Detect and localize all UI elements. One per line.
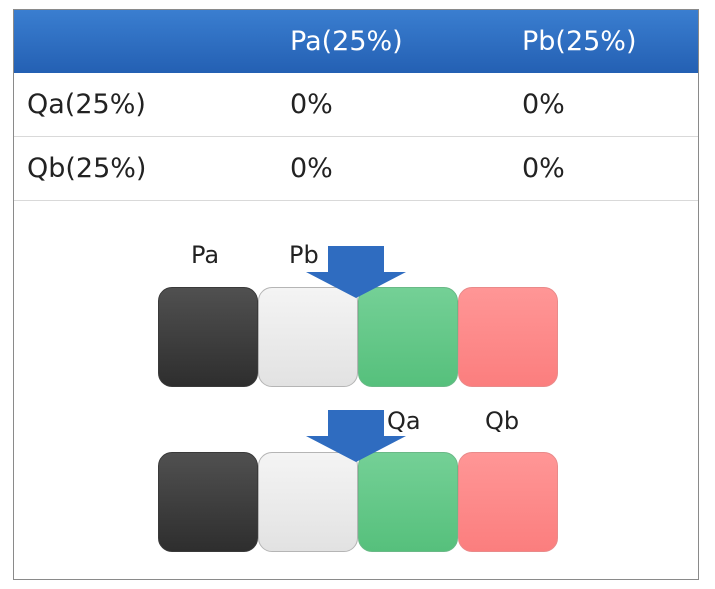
- label-qa: Qa: [387, 407, 421, 435]
- down-arrow-icon-top: [306, 246, 406, 298]
- cell-qb-pa: 0%: [290, 153, 333, 184]
- tile-red-bottom: [458, 452, 558, 552]
- tile-dark-top: [158, 287, 258, 387]
- label-pb: Pb: [289, 241, 319, 269]
- label-pa: Pa: [191, 241, 220, 269]
- tile-red-top: [458, 287, 558, 387]
- cell-qa-pa: 0%: [290, 89, 333, 120]
- cell-qa-pb: 0%: [522, 89, 565, 120]
- tile-dark-bottom: [158, 452, 258, 552]
- label-qb: Qb: [485, 407, 520, 435]
- tile-light-top: [258, 287, 358, 387]
- frame: Pa(25%) Pb(25%) Qa(25%) 0% 0% Qb(25%) 0%…: [13, 9, 699, 580]
- row-label-qa: Qa(25%): [27, 89, 146, 120]
- tile-light-bottom: [258, 452, 358, 552]
- tile-green-top: [358, 287, 458, 387]
- tile-green-bottom: [358, 452, 458, 552]
- table-header: Pa(25%) Pb(25%): [14, 10, 698, 73]
- down-arrow-icon-bottom: [306, 410, 406, 462]
- cell-qb-pb: 0%: [522, 153, 565, 184]
- table-row: Qb(25%) 0% 0%: [14, 137, 698, 201]
- column-header-pb: Pb(25%): [522, 26, 637, 57]
- row-label-qb: Qb(25%): [27, 153, 147, 184]
- table-row: Qa(25%) 0% 0%: [14, 73, 698, 137]
- column-header-pa: Pa(25%): [290, 26, 403, 57]
